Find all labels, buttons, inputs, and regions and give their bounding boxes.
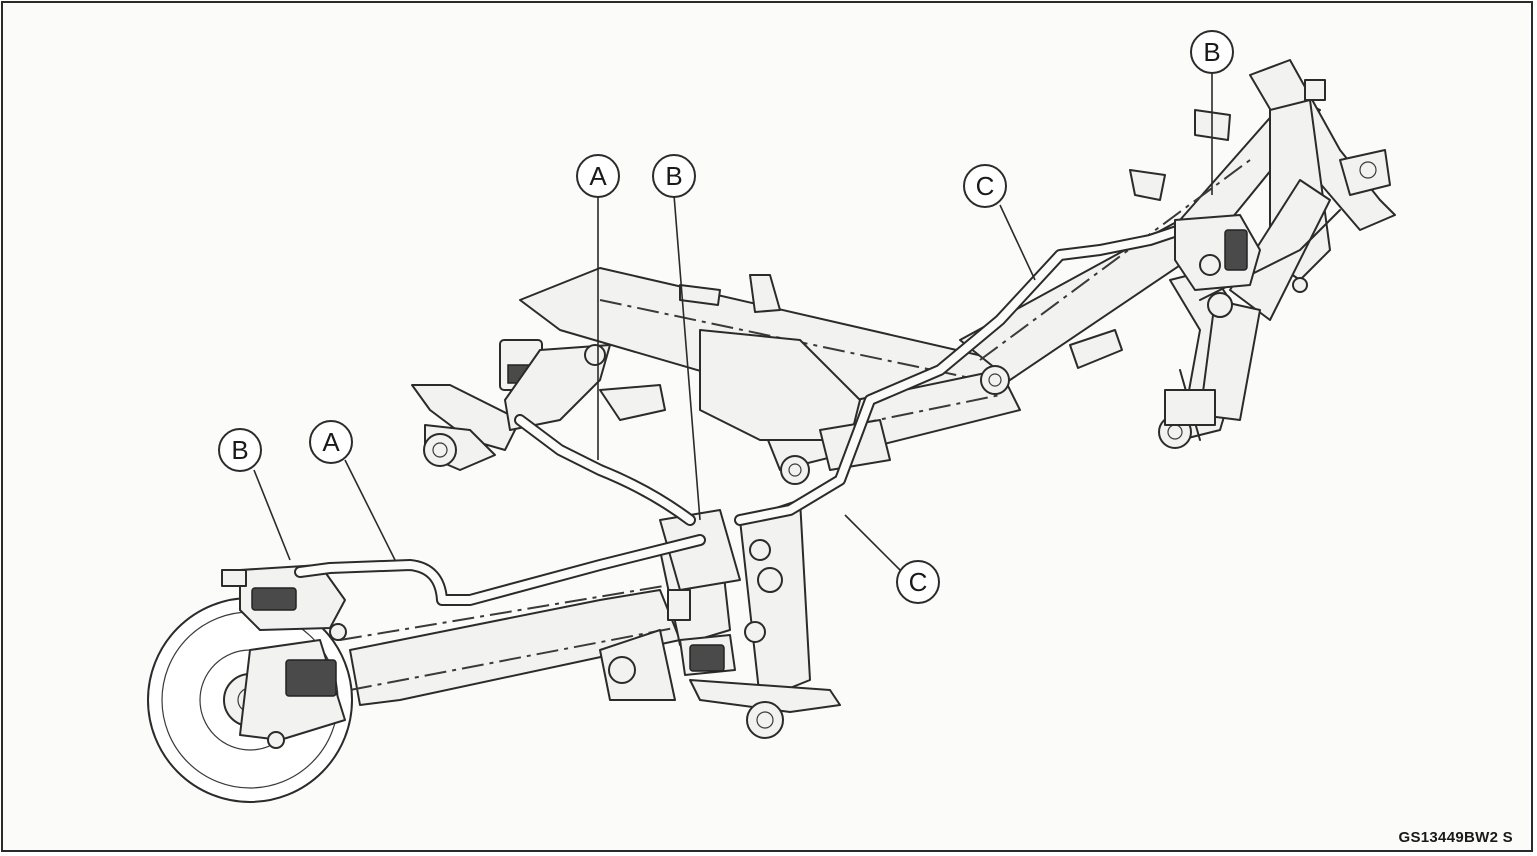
callout-c-top: C [963, 164, 1007, 208]
leader-b-top [673, 194, 701, 521]
svg-text:B: B [1203, 37, 1220, 67]
svg-text:B: B [665, 161, 682, 191]
callout-b-top: B [652, 154, 696, 198]
rear-caliper [1174, 214, 1308, 318]
motorcycle-frame [339, 59, 1396, 706]
brake-hose-a [294, 414, 706, 606]
leader-c-top [999, 204, 1036, 281]
svg-text:B: B [231, 435, 248, 465]
leader-a-left [344, 459, 396, 561]
front-master-cylinder [411, 339, 666, 471]
front-brake-disc [147, 597, 353, 803]
svg-text:C: C [909, 567, 928, 597]
callout-c-bottom: C [896, 560, 940, 604]
svg-text:C: C [976, 171, 995, 201]
callout-a-top: A [576, 154, 620, 198]
callout-a-left: A [309, 420, 353, 464]
brake-pipe-c [734, 224, 1186, 526]
callout-b-left: B [218, 428, 262, 472]
callout-b-right: B [1190, 30, 1234, 74]
svg-text:A: A [322, 427, 340, 457]
figure-code: GS13449BW2 S [1398, 829, 1513, 846]
leader-b-left [253, 469, 291, 561]
leader-c-bottom [844, 514, 901, 571]
svg-text:A: A [589, 161, 607, 191]
